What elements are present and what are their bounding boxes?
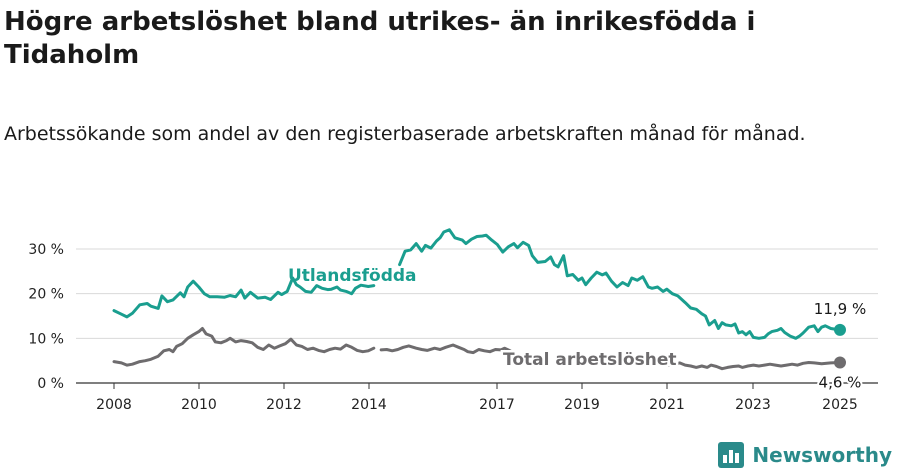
- x-axis: 2008 2010 2012 2014 2017 2019 2021 2023 2025: [96, 383, 858, 413]
- newsworthy-logo-icon: [718, 442, 745, 468]
- y-tick-label: 20 %: [28, 287, 64, 303]
- y-tick-label: 30 %: [28, 242, 64, 258]
- y-tick-label: 10 %: [28, 331, 64, 347]
- end-label-utlandsfodda: 11,9 %: [814, 300, 866, 318]
- x-tick-label: 2008: [96, 397, 132, 413]
- x-tick-label: 2017: [479, 397, 515, 413]
- chart-subtitle: Arbetssökande som andel av den registerb…: [4, 123, 806, 145]
- series-label-utlandsfodda: Utlandsfödda: [288, 266, 417, 286]
- x-tick-label: 2025: [822, 397, 858, 413]
- series-layer: [112, 228, 846, 371]
- end-point-utlandsfodda: [834, 323, 846, 336]
- brand-name: Newsworthy: [752, 443, 892, 467]
- series-line-utlandsfodda: [398, 228, 842, 340]
- x-tick-label: 2012: [266, 397, 302, 413]
- chart-title: Högre arbetslöshet bland utrikes- än inr…: [4, 7, 756, 70]
- series-line-total: [112, 327, 376, 367]
- brand: Newsworthy: [718, 442, 892, 468]
- x-tick-label: 2014: [351, 397, 387, 413]
- series-line-total: [632, 359, 842, 371]
- x-tick-label: 2010: [181, 397, 217, 413]
- label-layer: Utlandsfödda Total arbetslöshet 11,9 % 4,6 …: [288, 266, 866, 393]
- x-tick-label: 2023: [735, 397, 771, 413]
- end-point-total: [834, 356, 846, 369]
- x-tick-label: 2021: [649, 397, 685, 413]
- grid-layer: 0 % 10 % 20 % 30 %: [28, 242, 878, 392]
- x-tick-label: 2019: [564, 397, 600, 413]
- series-label-total: Total arbetslöshet: [503, 350, 677, 370]
- series-line-utlandsfodda: [112, 276, 376, 319]
- series-line-total: [379, 343, 512, 355]
- end-label-total: 4,6 %: [819, 373, 862, 391]
- y-tick-label: 0 %: [37, 376, 64, 392]
